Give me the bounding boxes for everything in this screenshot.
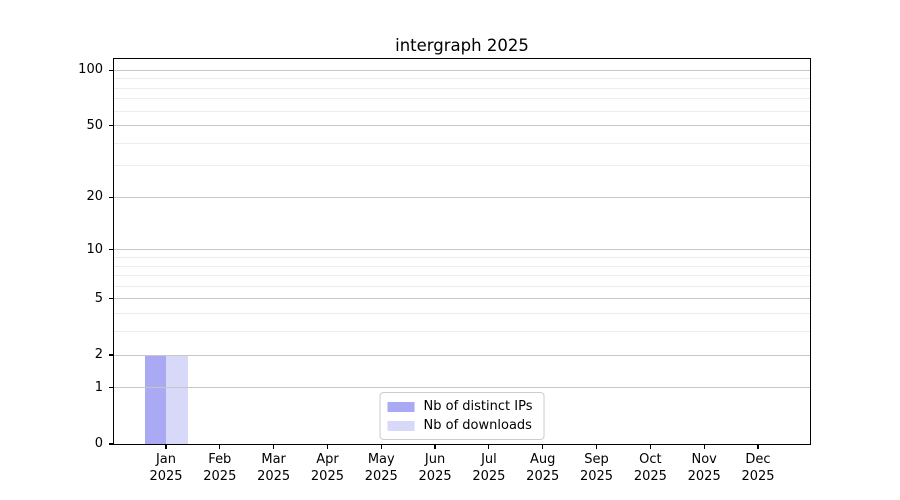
y-tick-mark xyxy=(109,196,114,198)
bar-downloads xyxy=(166,355,188,444)
x-tick-mark xyxy=(703,444,705,449)
minor-gridline xyxy=(114,275,810,277)
x-tick-label: Oct 2025 xyxy=(633,452,667,484)
x-tick-mark xyxy=(595,444,598,449)
x-tick-mark xyxy=(434,444,436,449)
y-tick-label: 50 xyxy=(86,117,103,133)
x-tick-label: Jun 2025 xyxy=(418,452,452,484)
y-tick-label: 0 xyxy=(94,436,103,451)
x-tick-label: Jul 2025 xyxy=(472,452,506,484)
major-gridline xyxy=(114,298,810,300)
x-tick-mark xyxy=(165,444,167,449)
legend: Nb of distinct IPs Nb of downloads xyxy=(379,392,545,440)
legend-item-downloads: Nb of downloads xyxy=(387,418,533,434)
x-tick-label: Dec 2025 xyxy=(741,452,775,484)
minor-gridline xyxy=(114,257,810,258)
x-tick-label: Nov 2025 xyxy=(687,452,721,484)
y-tick-mark xyxy=(109,354,114,356)
x-tick-label: Sep 2025 xyxy=(579,452,614,484)
x-tick-mark xyxy=(380,444,382,449)
legend-item-distinct-ips: Nb of distinct IPs xyxy=(387,399,533,415)
x-tick-mark xyxy=(326,444,329,449)
minor-gridline xyxy=(114,165,810,167)
minor-gridline xyxy=(114,142,810,144)
x-tick-mark xyxy=(757,444,759,449)
x-tick-label: May 2025 xyxy=(364,452,398,484)
x-tick-mark xyxy=(488,444,490,449)
x-tick-mark xyxy=(273,444,275,449)
y-tick-mark xyxy=(109,124,114,127)
y-tick-mark xyxy=(109,249,114,251)
minor-gridline xyxy=(114,331,810,333)
x-tick-mark xyxy=(542,444,544,449)
minor-gridline xyxy=(114,87,810,89)
x-tick-mark xyxy=(649,444,651,449)
major-gridline xyxy=(114,125,810,127)
x-tick-label: Apr 2025 xyxy=(310,452,344,484)
minor-gridline xyxy=(114,313,810,315)
y-tick-mark xyxy=(109,298,114,300)
minor-gridline xyxy=(114,98,810,100)
y-tick-label: 1 xyxy=(94,379,103,395)
major-gridline xyxy=(114,387,810,389)
legend-label-distinct-ips: Nb of distinct IPs xyxy=(423,399,533,414)
major-gridline xyxy=(114,196,810,198)
x-tick-label: Jan 2025 xyxy=(149,452,183,484)
legend-swatch-downloads-icon xyxy=(387,421,415,431)
major-gridline xyxy=(114,249,810,251)
legend-label-downloads: Nb of downloads xyxy=(423,418,532,433)
y-tick-label: 10 xyxy=(86,241,103,257)
major-gridline xyxy=(114,354,810,356)
y-tick-label: 2 xyxy=(94,347,103,363)
x-tick-label: Feb 2025 xyxy=(203,452,237,484)
x-tick-label: Mar 2025 xyxy=(257,452,291,484)
y-tick-mark xyxy=(109,69,114,71)
minor-gridline xyxy=(114,265,810,267)
x-tick-mark xyxy=(219,444,221,449)
y-tick-mark xyxy=(109,387,114,389)
minor-gridline xyxy=(114,285,810,287)
major-gridline xyxy=(114,69,810,71)
bar-distinct-ips xyxy=(144,355,166,444)
minor-gridline xyxy=(114,110,810,112)
minor-gridline xyxy=(114,78,810,80)
y-tick-mark xyxy=(109,443,114,445)
x-tick-label: Aug 2025 xyxy=(526,452,560,484)
legend-swatch-distinct-ips-icon xyxy=(387,402,415,412)
y-tick-label: 5 xyxy=(94,290,103,306)
y-tick-label: 20 xyxy=(86,189,103,205)
y-tick-label: 100 xyxy=(78,62,103,78)
chart-title: intergraph 2025 xyxy=(395,36,529,55)
